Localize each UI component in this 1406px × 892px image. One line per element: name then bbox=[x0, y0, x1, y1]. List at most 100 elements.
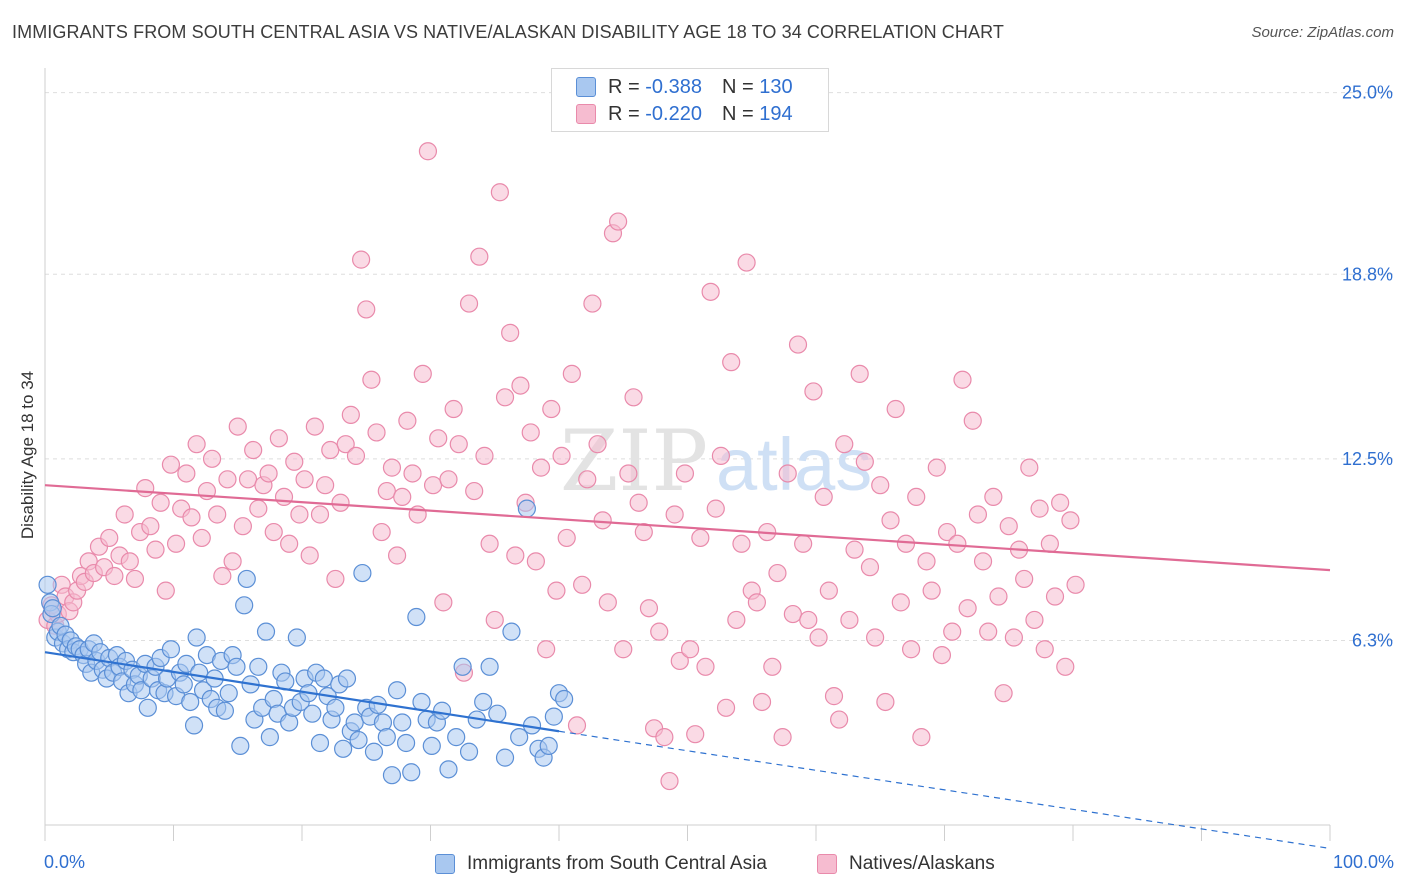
immigrants-point bbox=[326, 698, 345, 717]
natives-point bbox=[398, 411, 417, 430]
natives-point bbox=[732, 534, 751, 553]
immigrants-point bbox=[453, 657, 472, 676]
natives-point bbox=[1040, 534, 1059, 553]
natives-point bbox=[105, 566, 124, 586]
natives-point bbox=[727, 610, 746, 630]
natives-point bbox=[624, 388, 643, 407]
natives-point bbox=[917, 552, 936, 571]
natives-point bbox=[1004, 628, 1023, 647]
natives-point bbox=[1045, 587, 1065, 606]
natives-point bbox=[346, 446, 366, 465]
natives-point bbox=[778, 464, 797, 483]
natives-point bbox=[557, 528, 576, 548]
legend-r-label: R = bbox=[608, 102, 640, 125]
natives-point bbox=[665, 505, 684, 524]
chart-title: IMMIGRANTS FROM SOUTH CENTRAL ASIA VS NA… bbox=[12, 22, 1004, 42]
watermark-zip: ZIP bbox=[560, 412, 708, 510]
natives-point bbox=[177, 464, 196, 483]
natives-point bbox=[932, 645, 952, 665]
natives-point bbox=[881, 511, 900, 530]
natives-point bbox=[161, 455, 181, 474]
natives-point bbox=[470, 247, 489, 266]
natives-point bbox=[593, 511, 612, 530]
natives-point bbox=[943, 622, 962, 641]
natives-point bbox=[901, 640, 921, 659]
natives-point bbox=[151, 493, 170, 512]
natives-point bbox=[434, 593, 453, 612]
natives-point bbox=[1020, 458, 1039, 477]
immigrants-point bbox=[161, 640, 181, 659]
natives-point bbox=[655, 728, 674, 747]
natives-point bbox=[357, 300, 376, 319]
natives-point bbox=[583, 294, 602, 313]
natives-point bbox=[686, 725, 705, 744]
immigrants-point bbox=[138, 698, 157, 717]
natives-point bbox=[876, 692, 895, 712]
natives-point bbox=[634, 522, 653, 542]
y-tick-labels: 6.3% 12.5% 18.8% 25.0% bbox=[1342, 83, 1393, 651]
bottom-legend-label-natives: Natives/Alaskans bbox=[849, 853, 995, 874]
natives-point bbox=[300, 546, 319, 565]
natives-point bbox=[871, 476, 890, 495]
immigrants-point bbox=[345, 713, 364, 732]
natives-point bbox=[100, 528, 119, 548]
legend-n-value: 194 bbox=[759, 102, 793, 125]
natives-point bbox=[202, 449, 222, 468]
natives-point bbox=[573, 575, 592, 594]
natives-point bbox=[475, 446, 494, 465]
natives-point bbox=[598, 593, 617, 612]
bottom-legend-natives: Natives/Alaskans bbox=[817, 852, 995, 876]
natives-point bbox=[609, 212, 628, 231]
natives-point bbox=[506, 546, 525, 565]
immigrants-point bbox=[412, 692, 431, 712]
natives-point bbox=[680, 640, 700, 659]
y-tick-label: 12.5% bbox=[1342, 449, 1393, 469]
natives-point bbox=[567, 716, 587, 735]
natives-point bbox=[835, 435, 854, 454]
natives-point bbox=[280, 534, 299, 553]
immigrants-point bbox=[510, 728, 529, 747]
natives-point bbox=[768, 563, 787, 583]
natives-point bbox=[285, 452, 304, 471]
natives-point bbox=[156, 581, 175, 600]
natives-point bbox=[547, 581, 566, 600]
natives-point bbox=[979, 622, 998, 641]
natives-point bbox=[804, 382, 823, 401]
natives-point bbox=[321, 440, 340, 460]
natives-point bbox=[752, 692, 772, 712]
bottom-legend-swatch-blue bbox=[435, 854, 455, 874]
natives-point bbox=[136, 479, 155, 498]
immigrants-point bbox=[459, 742, 479, 761]
natives-point bbox=[891, 593, 910, 612]
immigrants-point bbox=[517, 499, 536, 518]
natives-point bbox=[182, 508, 201, 527]
natives-point bbox=[542, 399, 561, 419]
natives-point bbox=[429, 429, 448, 448]
natives-point bbox=[912, 728, 931, 747]
natives-point bbox=[552, 446, 571, 465]
natives-point bbox=[855, 452, 874, 471]
natives-point bbox=[886, 399, 905, 419]
natives-point bbox=[968, 505, 988, 524]
immigrants-point bbox=[184, 716, 204, 735]
natives-point bbox=[192, 528, 211, 548]
natives-point bbox=[423, 476, 443, 495]
natives-point bbox=[937, 522, 957, 542]
trend-lines bbox=[44, 484, 1331, 850]
immigrants-point bbox=[349, 730, 368, 750]
legend-r-value: -0.388 bbox=[645, 75, 702, 98]
x-tick-label-max: 100.0% bbox=[1332, 852, 1394, 872]
natives-point bbox=[480, 534, 499, 553]
natives-point bbox=[588, 435, 607, 454]
immigrants-point bbox=[555, 689, 574, 709]
natives-point bbox=[269, 429, 288, 448]
immigrants-point bbox=[432, 701, 452, 720]
natives-point bbox=[295, 470, 314, 489]
legend-r-label: R = bbox=[608, 75, 640, 98]
natives-point bbox=[166, 534, 186, 553]
immigrants-point bbox=[495, 748, 515, 767]
immigrants-point bbox=[181, 692, 200, 712]
natives-point bbox=[331, 493, 350, 512]
natives-point bbox=[922, 581, 941, 600]
